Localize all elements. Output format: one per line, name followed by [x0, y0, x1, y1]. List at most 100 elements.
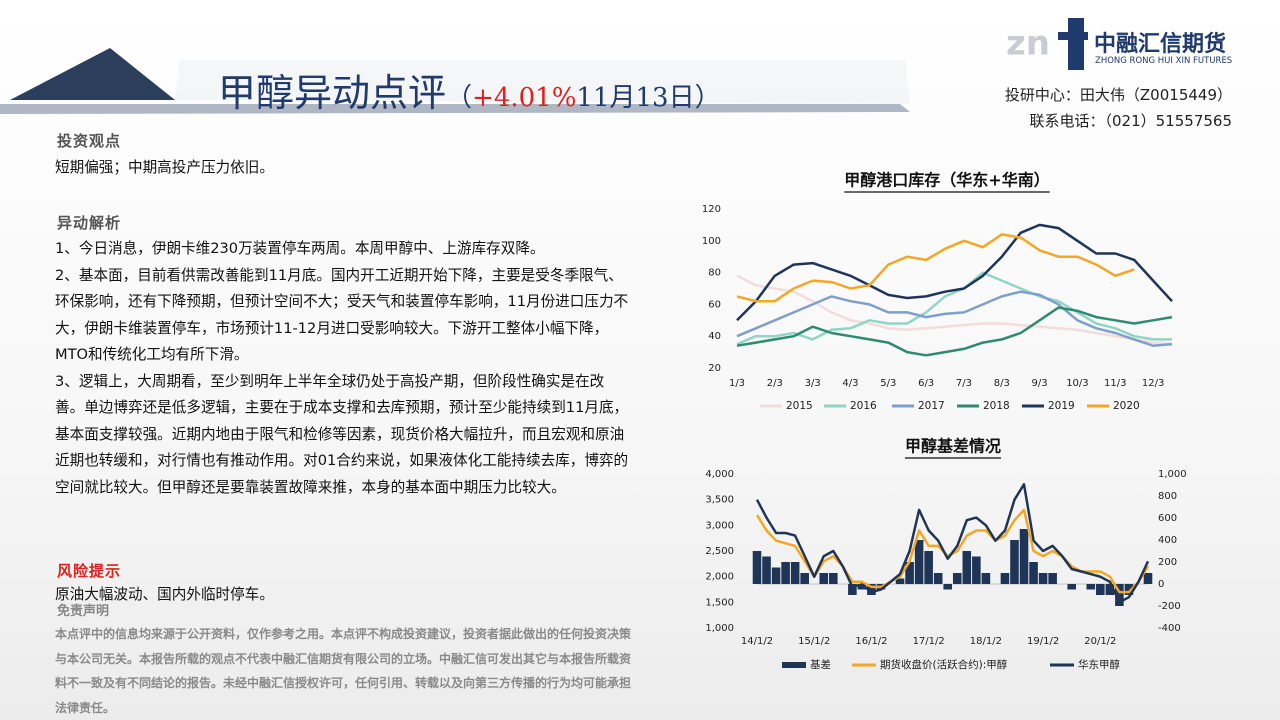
logo-bar [1068, 18, 1084, 70]
x-tick-label: 3/3 [805, 378, 821, 389]
y2-tick-label: 800 [1158, 491, 1177, 502]
bar [972, 556, 981, 584]
contact-line: 投研中心：田大伟（Z0015449） [1004, 86, 1232, 104]
x-tick-label: 16/1/2 [855, 636, 887, 647]
banner-stripe [0, 104, 910, 114]
bar [943, 584, 953, 590]
bar [914, 540, 924, 584]
line-series [755, 483, 1150, 604]
legend-label: 期货收盘价(活跃合约):甲醇 [880, 658, 1008, 671]
legend-label: 2019 [1048, 400, 1075, 412]
bar [857, 584, 867, 590]
disclaimer-heading: 免责声明 [57, 604, 110, 619]
bar [781, 562, 790, 584]
legend-label: 2020 [1113, 400, 1140, 412]
bar [981, 573, 991, 584]
line-series [736, 233, 1135, 303]
x-tick-label: 8/3 [994, 378, 1010, 389]
bar [771, 567, 781, 584]
bar [829, 573, 838, 584]
bar [1000, 573, 1010, 584]
y-tick-label: 20 [708, 363, 721, 374]
banner-bg [175, 60, 910, 104]
bar [1029, 562, 1038, 584]
bar [1010, 540, 1019, 584]
line-series [736, 306, 1173, 357]
paren: （ [446, 83, 473, 113]
y2-tick-label: 200 [1158, 557, 1177, 568]
x-tick-label: 1/3 [729, 378, 745, 389]
y-tick-label: 60 [708, 299, 721, 310]
disclaimer: 本点评中的信息均来源于公开资料，仅作参考之用。本点评不构成投资建议，投资者据此做… [55, 627, 632, 715]
y-tick-label: 1,500 [705, 597, 734, 608]
y-tick-label: 3,000 [705, 520, 734, 531]
paragraph: 原油大幅波动、国内外临时停车。 [55, 586, 274, 603]
bar [848, 584, 857, 595]
banner-triangle [10, 48, 175, 100]
contact-line: 联系电话：（021）51557565 [1029, 112, 1232, 130]
x-tick-label: 9/3 [1032, 378, 1048, 389]
y-tick-label: 2,500 [705, 546, 734, 557]
x-tick-label: 20/1/2 [1084, 636, 1116, 647]
title: 甲醇异动点评 [218, 71, 447, 115]
legend-label: 2018 [983, 400, 1010, 412]
bar [1143, 573, 1153, 584]
x-tick-label: 15/1/2 [798, 636, 830, 647]
bar [819, 573, 829, 584]
logo-watermark: zn [1006, 24, 1050, 64]
bar [867, 584, 876, 595]
contact: 投研中心：田大伟（Z0015449） 联系电话：（021）51557565 [1005, 82, 1232, 134]
x-tick-label: 17/1/2 [913, 636, 945, 647]
y-tick-label: 1,000 [705, 623, 734, 634]
bar [1096, 584, 1105, 595]
y2-tick-label: -200 [1158, 601, 1181, 612]
change: +4.01% [472, 83, 577, 113]
legend-label: 华东甲醇 [1078, 658, 1120, 671]
bar [752, 551, 762, 584]
x-tick-label: 14/1/2 [741, 636, 773, 647]
line-series [736, 223, 1173, 322]
paragraph: 2、基本面，目前看供需改善能到11月底。国内开工近期开始下降，主要是受冬季限气、… [55, 266, 629, 364]
bar [762, 556, 771, 584]
y-tick-label: 120 [702, 204, 721, 215]
bar [790, 562, 800, 584]
legend-swatch [782, 662, 806, 668]
y-tick-label: 100 [702, 236, 721, 247]
chart-title: 甲醇港口库存（华东+华南） [844, 171, 1049, 190]
bar [924, 551, 933, 584]
chart-title: 甲醇基差情况 [905, 437, 1001, 456]
section-heading: 风险提示 [57, 562, 122, 580]
bar [1067, 584, 1076, 590]
bar [962, 551, 972, 584]
bar [1086, 584, 1096, 590]
bar [800, 573, 809, 584]
bar [905, 562, 914, 584]
y-tick-label: 40 [708, 331, 721, 342]
line-series [736, 274, 1173, 346]
line-series [736, 290, 1173, 347]
paragraph-group: 1、今日消息，伊朗卡维230万装置停车两周。本周甲醇中、上游库存双降。 2、基本… [55, 236, 633, 501]
y-tick-label: 3,500 [705, 495, 734, 506]
company-en: ZHONG RONG HUI XIN FUTURES [1095, 56, 1233, 66]
x-tick-label: 7/3 [956, 378, 972, 389]
bar [1115, 584, 1124, 606]
y2-tick-label: 600 [1158, 513, 1177, 524]
paragraph: 3、逻辑上，大周期看，至少到明年上半年全球仍处于高投产期，但阶段性确实是在改善。… [55, 372, 629, 496]
x-tick-label: 4/3 [842, 378, 858, 389]
bar [1124, 584, 1134, 595]
bar [1048, 573, 1057, 584]
y2-tick-label: 400 [1158, 535, 1177, 546]
bar [1038, 573, 1048, 584]
section-heading: 异动解析 [57, 214, 122, 232]
y-tick-label: 4,000 [705, 469, 734, 480]
legend-label: 2015 [786, 400, 813, 412]
y2-tick-label: 0 [1158, 579, 1164, 590]
legend-label: 基差 [810, 658, 831, 671]
x-tick-label: 2/3 [767, 378, 783, 389]
date: 11月13日） [576, 83, 721, 113]
paragraph: 1、今日消息，伊朗卡维230万装置停车两周。本周甲醇中、上游库存双降。 [55, 240, 545, 257]
bar [895, 578, 905, 584]
paragraph: 短期偏强；中期高投产压力依旧。 [55, 159, 274, 176]
